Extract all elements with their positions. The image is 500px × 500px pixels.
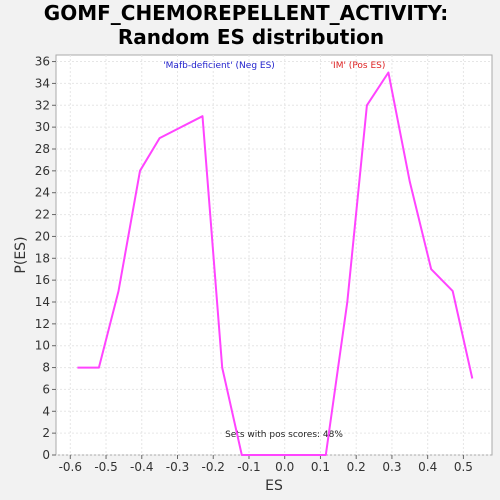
series-group — [77, 71, 474, 456]
grid-lines — [56, 55, 492, 456]
x-tick-label: 0.3 — [382, 460, 401, 474]
y-tick-label: 18 — [35, 251, 50, 265]
y-tick-label: 6 — [42, 382, 50, 396]
x-axis-ticks: -0.6 -0.5 -0.4 -0.3 -0.2 -0.1 0.0 0.1 0.2 0.3 0.4 0… — [59, 455, 473, 474]
y-tick-label: 22 — [35, 208, 50, 222]
x-tick-label: 0.1 — [311, 460, 330, 474]
y-tick-label: 30 — [35, 120, 50, 134]
y-tick-label: 2 — [42, 426, 50, 440]
y-tick-label: 36 — [35, 55, 50, 69]
y-tick-label: 24 — [35, 186, 50, 200]
y-tick-label: 0 — [42, 448, 50, 462]
plot-area — [55, 54, 493, 456]
x-tick-label: -0.5 — [94, 460, 117, 474]
y-axis-title: P(ES) — [13, 236, 29, 273]
x-tick-label: -0.3 — [166, 460, 189, 474]
x-tick-label: 0.0 — [275, 460, 294, 474]
pos-score-note: Sets with pos scores: 48% — [225, 430, 343, 440]
x-tick-label: -0.2 — [202, 460, 225, 474]
chart-title-line1: GOMF_CHEMOREPELLENT_ACTIVITY: — [44, 1, 448, 25]
x-tick-label: 0.4 — [418, 460, 437, 474]
es-distribution-line — [77, 71, 474, 456]
y-tick-label: 4 — [42, 404, 50, 418]
y-tick-label: 34 — [35, 76, 50, 90]
neg-es-label: 'Mafb-deficient' (Neg ES) — [163, 61, 275, 71]
y-tick-label: 26 — [35, 164, 50, 178]
x-axis-title: ES — [265, 478, 283, 494]
y-tick-label: 16 — [35, 273, 50, 287]
y-tick-label: 28 — [35, 142, 50, 156]
x-tick-label: -0.4 — [130, 460, 153, 474]
y-tick-label: 12 — [35, 317, 50, 331]
x-tick-label: -0.1 — [237, 460, 260, 474]
x-tick-label: 0.5 — [454, 460, 473, 474]
y-tick-label: 10 — [35, 339, 50, 353]
y-tick-label: 14 — [35, 295, 50, 309]
x-tick-label: -0.6 — [59, 460, 82, 474]
y-tick-label: 8 — [42, 361, 50, 375]
y-tick-label: 20 — [35, 229, 50, 243]
y-tick-label: 32 — [35, 98, 50, 112]
chart-title-line2: Random ES distribution — [118, 25, 384, 49]
pos-es-label: 'IM' (Pos ES) — [331, 61, 386, 71]
x-tick-label: 0.2 — [347, 460, 366, 474]
